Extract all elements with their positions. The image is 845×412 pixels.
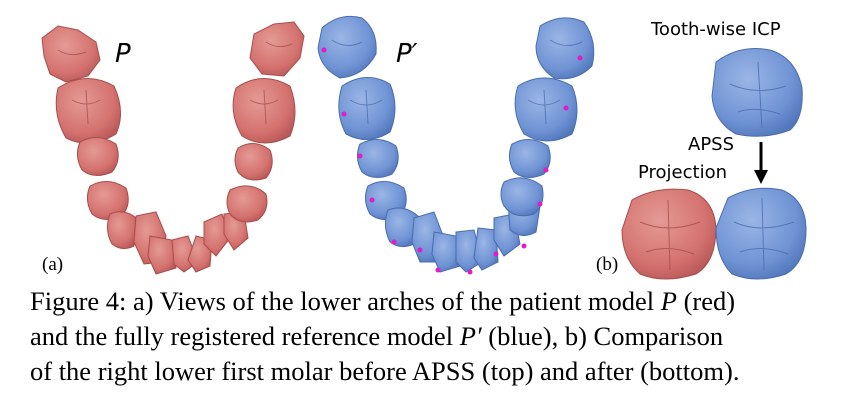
red-tooth-l2	[147, 235, 177, 275]
blue-tooth-l8	[317, 15, 377, 79]
red-tooth-l4	[106, 211, 137, 250]
red-tooth-r7	[249, 21, 305, 77]
red-arch-label: P	[115, 39, 131, 69]
landmark-points	[321, 47, 583, 275]
red-tooth-r6	[232, 78, 296, 144]
arrow-label-line2: Projection	[638, 162, 727, 183]
figure-illustration: P	[41, 15, 807, 280]
blue-tooth-r5	[508, 139, 551, 178]
blue-arch-label: P′	[396, 39, 418, 69]
blue-tooth-l6	[356, 139, 399, 178]
arrow-label-line1: APSS	[688, 134, 734, 155]
blue-tooth-r4	[500, 177, 544, 217]
red-tooth-r5	[234, 143, 273, 181]
blue-tooth-l2	[431, 231, 461, 273]
blue-tooth-l1	[455, 229, 483, 273]
blue-tooth-r1	[473, 227, 499, 271]
red-tooth-l7	[55, 78, 121, 144]
red-tooth-r4	[226, 185, 268, 223]
caption-line-1: Figure 4: a) Views of the lower arches o…	[30, 286, 736, 316]
caption-line-3: of the right lower first molar before AP…	[30, 356, 740, 386]
blue-tooth-l4	[384, 207, 419, 248]
panel-b-label: (b)	[596, 254, 618, 275]
figure-caption: Figure 4: a) Views of the lower arches o…	[30, 284, 830, 389]
blue-tooth-r7	[535, 17, 595, 80]
caption-symbol-p-prime: P′	[459, 321, 482, 351]
icp-aligned-molar	[711, 48, 803, 137]
red-arch-patient-model	[41, 21, 305, 275]
red-tooth-l6	[76, 137, 119, 176]
blue-tooth-r6	[514, 77, 578, 142]
blue-arch-reference-model	[317, 15, 595, 273]
panel-a-label: (a)	[42, 254, 63, 275]
projected-molar-blue	[715, 187, 807, 280]
down-arrow-icon	[754, 142, 768, 184]
panel-b-title: Tooth-wise ICP	[650, 19, 781, 40]
caption-line-2: and the fully registered reference model…	[30, 321, 724, 351]
caption-symbol-p: P	[660, 286, 677, 316]
